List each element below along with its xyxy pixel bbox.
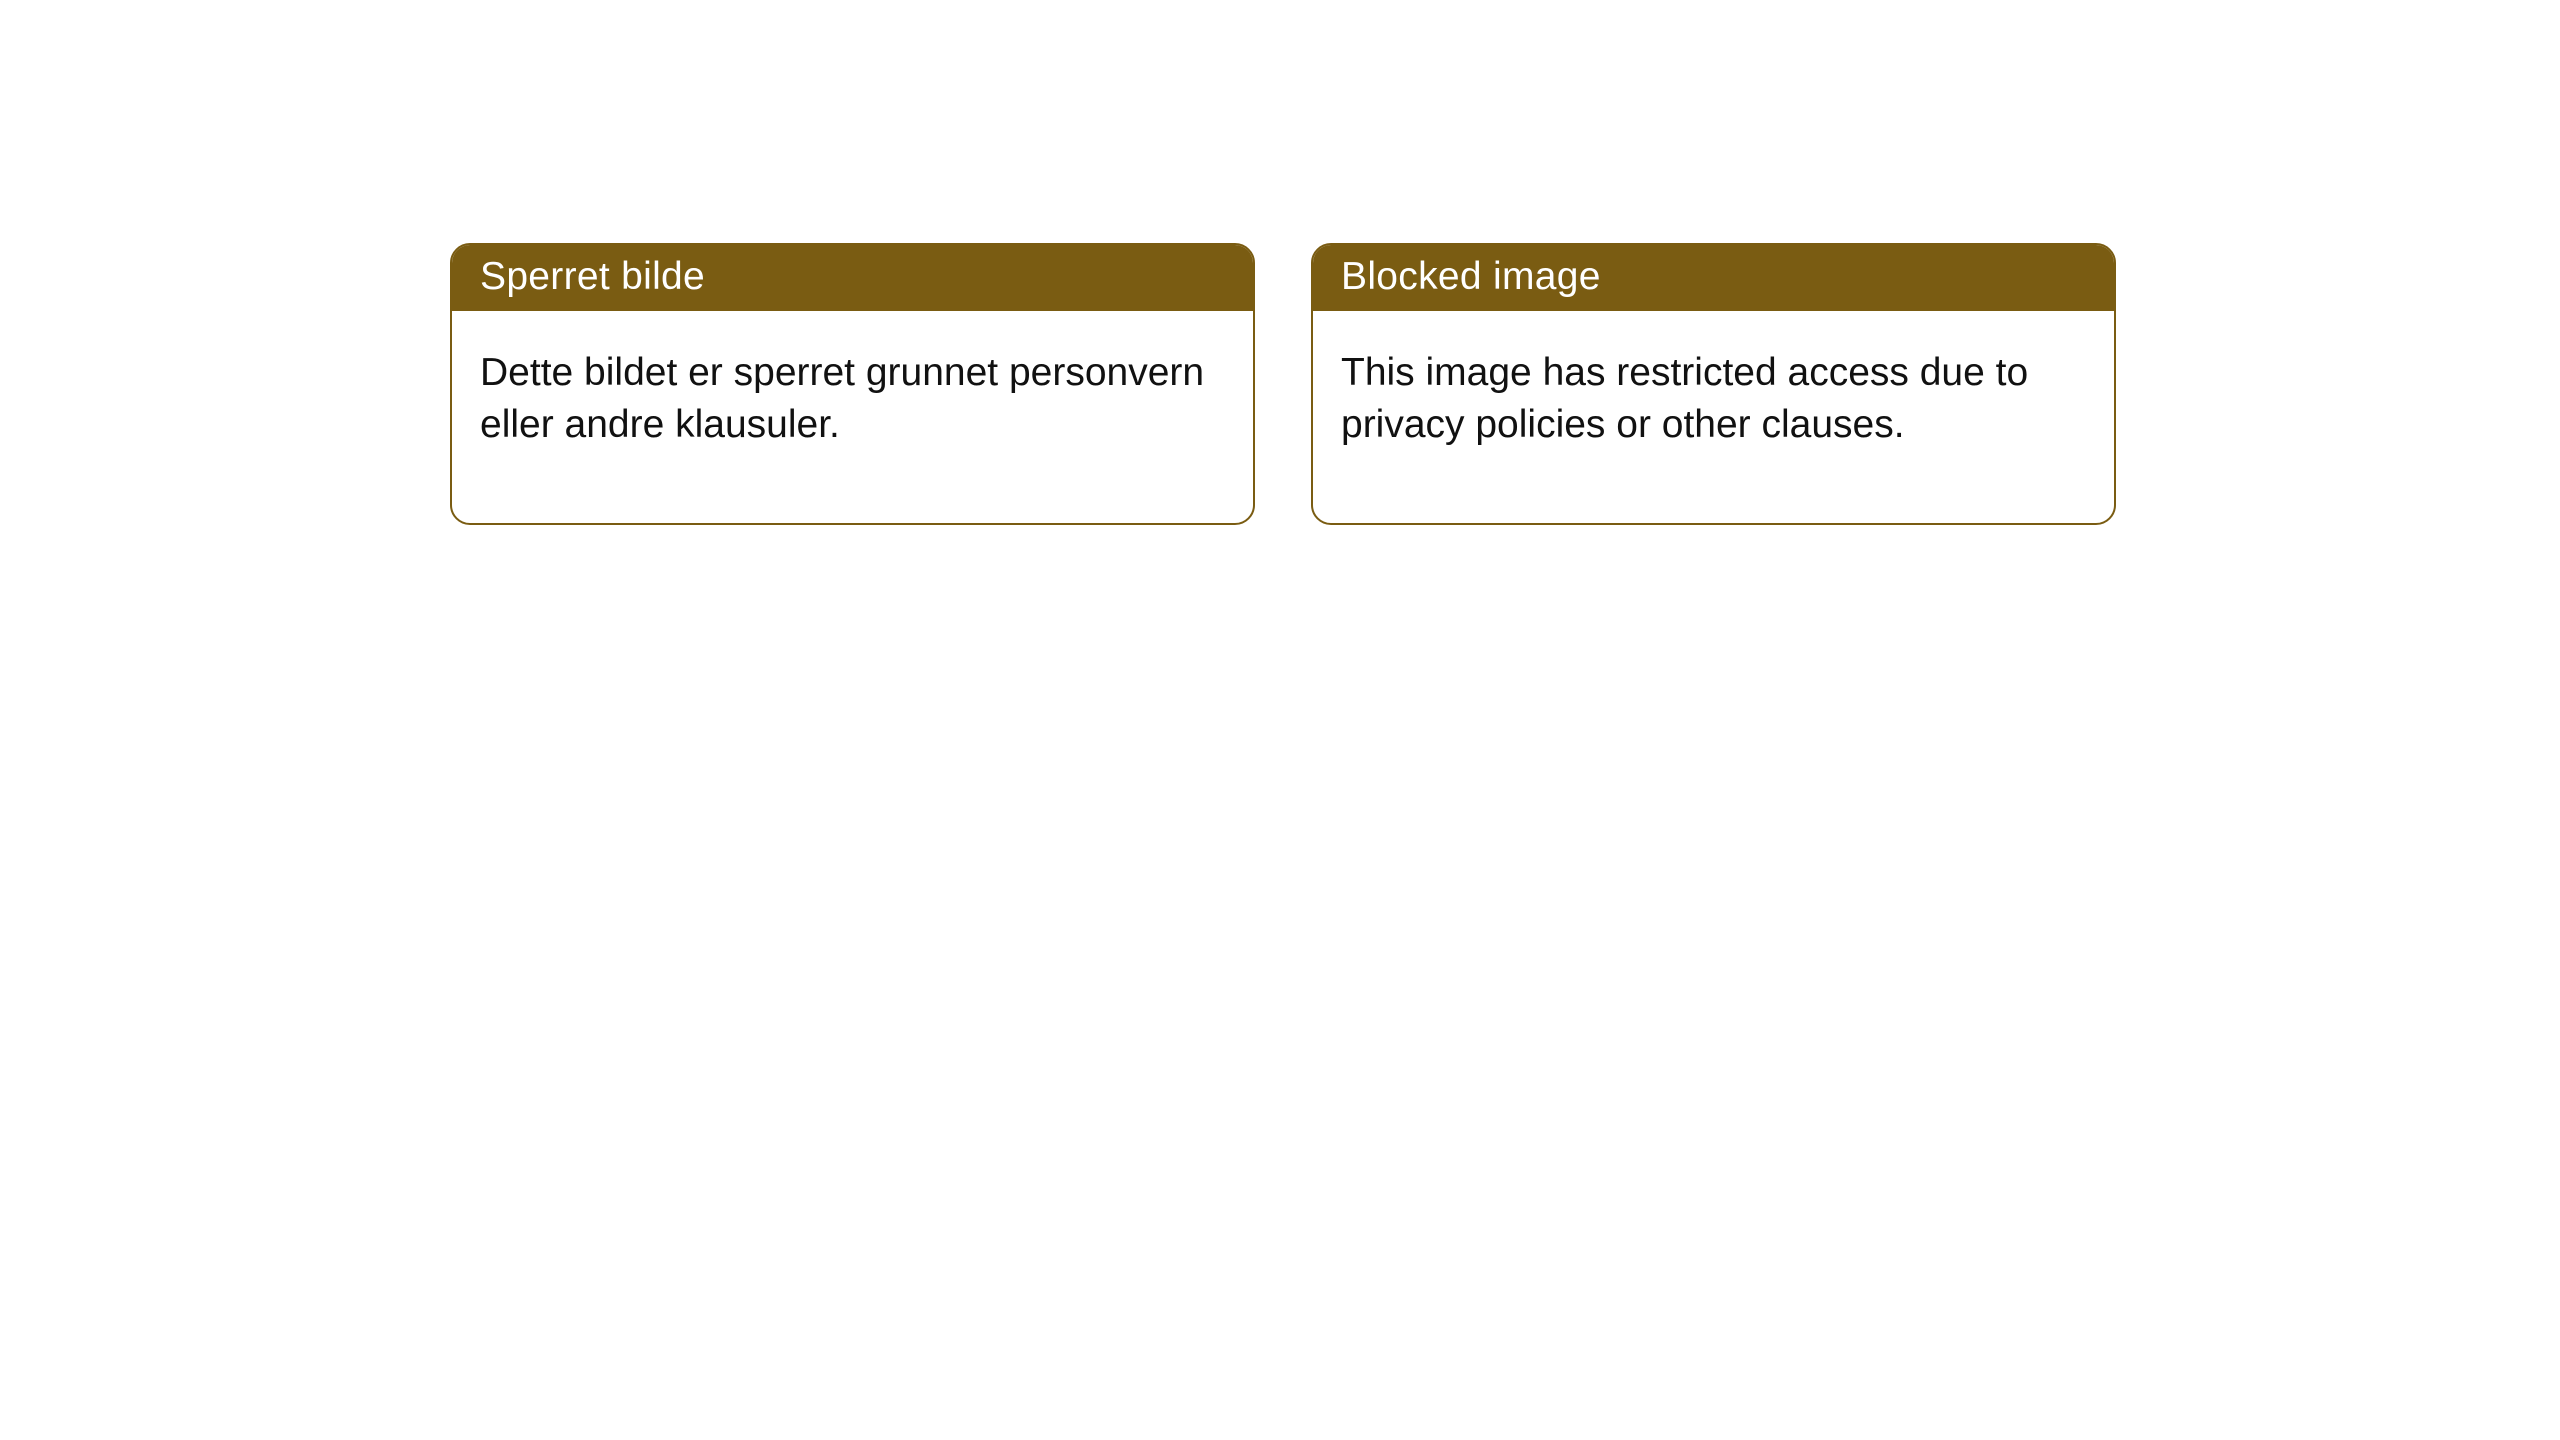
notice-card-body: Dette bildet er sperret grunnet personve… [452,311,1253,523]
notice-card-title: Blocked image [1313,245,2114,311]
notice-card-body: This image has restricted access due to … [1313,311,2114,523]
notice-cards-row: Sperret bilde Dette bildet er sperret gr… [0,0,2560,525]
notice-card-title: Sperret bilde [452,245,1253,311]
notice-card-english: Blocked image This image has restricted … [1311,243,2116,525]
notice-card-norwegian: Sperret bilde Dette bildet er sperret gr… [450,243,1255,525]
